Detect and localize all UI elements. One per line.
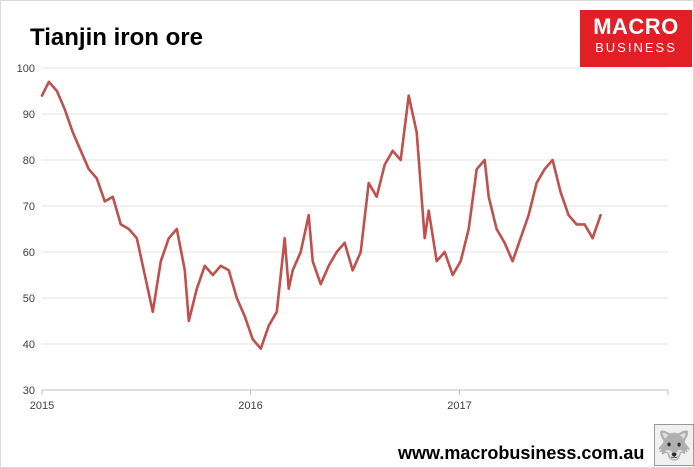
y-tick-label: 70	[23, 201, 35, 213]
x-tick-label: 2015	[30, 400, 54, 412]
y-tick-label: 60	[23, 247, 35, 259]
chart-title: Tianjin iron ore	[30, 24, 203, 51]
iron-ore-price-line	[40, 80, 602, 350]
y-tick-label: 30	[23, 385, 35, 397]
y-tick-label: 90	[23, 109, 35, 121]
y-tick-label: 50	[23, 293, 35, 305]
logo-line-2: BUSINESS	[595, 40, 677, 55]
y-tick-label: 100	[17, 63, 35, 75]
logo-line-1: MACRO	[593, 14, 679, 39]
x-tick-label: 2016	[238, 400, 262, 412]
brand-logo: MACRO BUSINESS	[580, 10, 692, 67]
y-tick-label: 80	[23, 155, 35, 167]
x-tick-label: 2017	[447, 400, 471, 412]
y-tick-label: 40	[23, 339, 35, 351]
site-url[interactable]: www.macrobusiness.com.au	[398, 443, 645, 463]
wolf-mascot-icon: 🐺	[654, 424, 694, 466]
